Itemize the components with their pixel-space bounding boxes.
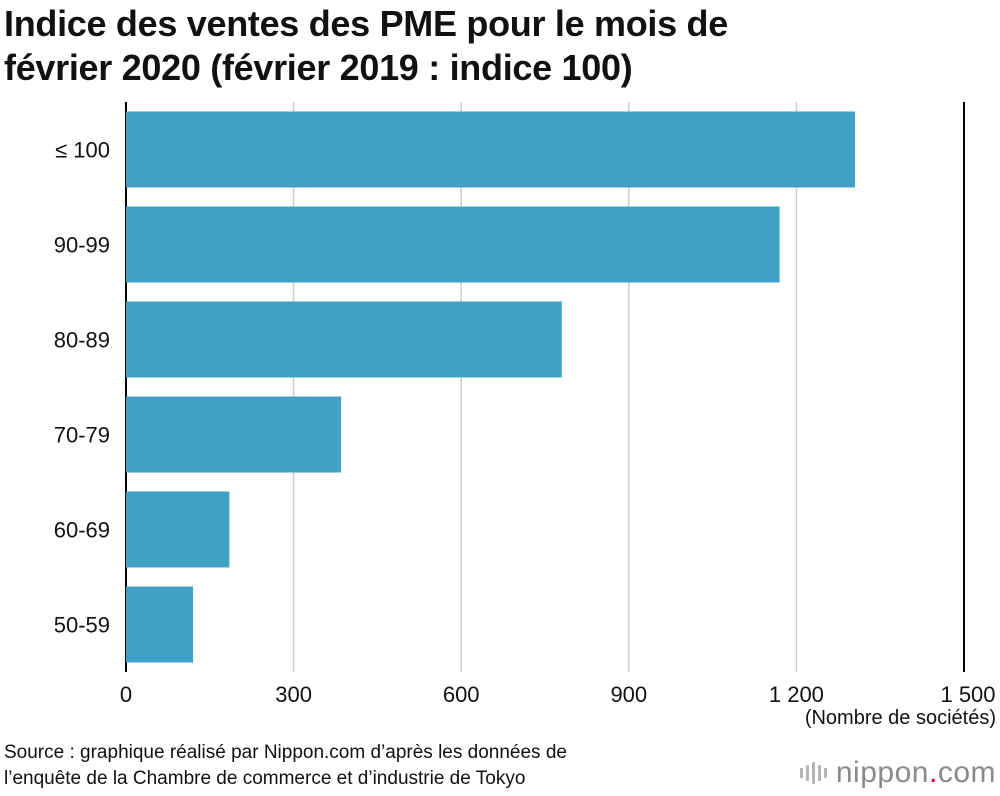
chart-title: Indice des ventes des PME pour le mois d… [4,2,994,90]
source-line-2: l’enquête de la Chambre de commerce et d… [4,768,526,789]
bar-2 [126,301,562,378]
brand-name: nippon [835,756,929,789]
nippon-logo-bars-icon [799,762,830,784]
category-label-4: 60-69 [54,518,110,543]
x-tick-label-1500: 1 500 [940,682,995,707]
nippon-logo: nippon. com [799,756,996,790]
x-tick-label-600: 600 [443,682,480,707]
x-tick-label-0: 0 [120,682,132,707]
x-axis-unit-label: (Nombre de sociétés) [804,707,996,729]
bar-3 [126,396,342,473]
source-note: Source : graphique réalisé par Nippon.co… [4,740,567,792]
bar-5 [126,586,194,663]
bar-4 [126,491,230,568]
brand-dot: . [928,756,938,789]
category-label-1: 90-99 [54,233,110,258]
x-tick-label-1200: 1 200 [769,682,824,707]
bars [126,111,856,663]
category-label-0: ≤ 100 [55,138,110,163]
x-tick-label-900: 900 [610,682,647,707]
brand-suffix: com [937,756,996,789]
category-label-5: 50-59 [54,613,110,638]
chart-title-line-2: février 2020 (février 2019 : indice 100) [4,47,633,88]
bar-1 [126,206,780,283]
axis-labels: 0 300 600 900 1 200 1 500 ≤ 100 90-99 80-89 70-79… [54,138,996,708]
x-tick-label-300: 300 [275,682,312,707]
category-label-3: 70-79 [54,423,110,448]
chart-title-line-1: Indice des ventes des PME pour le mois d… [4,3,728,44]
source-line-1: Source : graphique réalisé par Nippon.co… [4,742,567,763]
gridlines [125,102,965,672]
bar-0 [126,111,856,188]
category-label-2: 80-89 [54,328,110,353]
